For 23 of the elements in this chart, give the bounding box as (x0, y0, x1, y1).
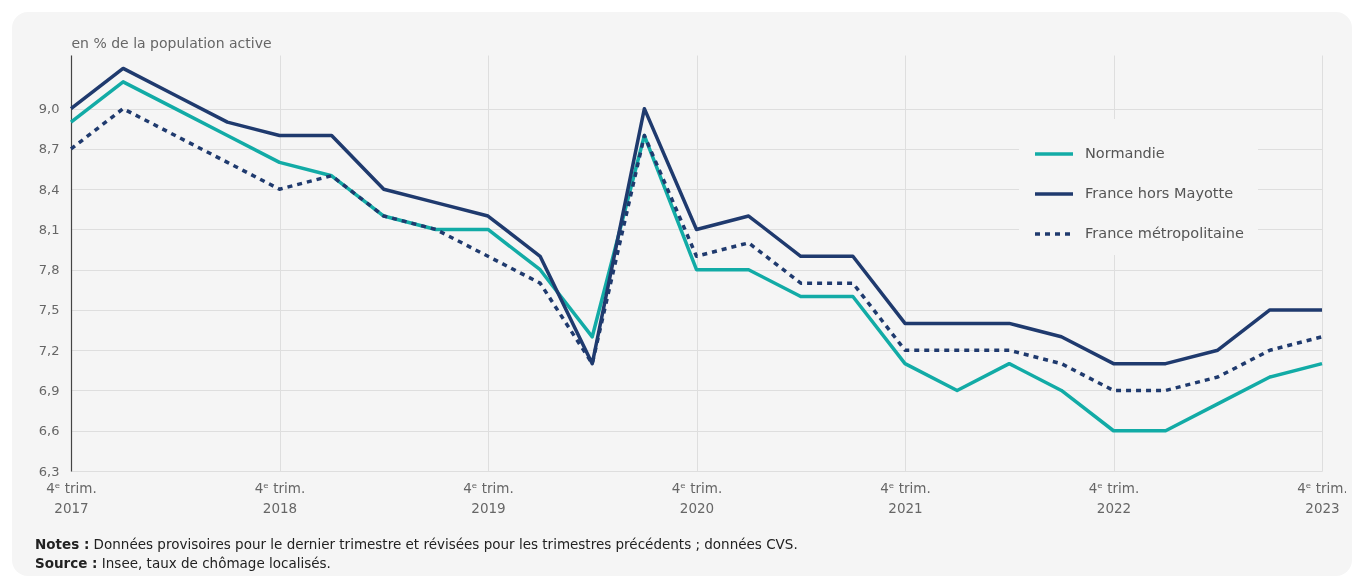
legend-label: France métropolitaine (1085, 225, 1244, 241)
x-tick-label: 4ᵉ trim. 2022 (1088, 479, 1140, 516)
y-tick-label: 7,8 (38, 262, 60, 278)
legend-label: France hors Mayotte (1085, 185, 1234, 201)
y-tick-label: 6,6 (38, 423, 60, 439)
y-tick-label: 8,7 (38, 141, 60, 157)
text: Notes : Données provisoires pour le dernier trimestre et révisées pour les trimestres précédents ; données CVS. (35, 536, 798, 552)
y-tick-label: 9,0 (38, 101, 60, 117)
x-tick-label: 4ᵉ trim. 2021 (880, 479, 931, 516)
x-tick-label: 4ᵉ trim. 2019 (463, 479, 514, 516)
y-tick-label: 8,1 (38, 221, 60, 237)
x-tick-label: 4ᵉ trim. 2020 (671, 479, 723, 516)
y-tick-label: 6,3 (38, 463, 60, 479)
y-tick-label: 7,5 (38, 302, 60, 318)
y-tick-label: 7,2 (38, 342, 60, 358)
x-tick-label: 4ᵉ trim. 2017 (46, 479, 97, 516)
y-tick-label: 8,4 (38, 181, 60, 197)
x-tick-label: 4ᵉ trim. 2018 (254, 479, 306, 516)
legend-label: Normandie (1085, 145, 1165, 161)
x-tick-label: 4ᵉ trim. 2023 (1297, 479, 1348, 516)
y-tick-label: 6,9 (38, 382, 60, 398)
y-axis-title: en % de la population active (71, 34, 272, 51)
source-note: Source : Insee, taux de chômage localisés. (35, 555, 331, 571)
